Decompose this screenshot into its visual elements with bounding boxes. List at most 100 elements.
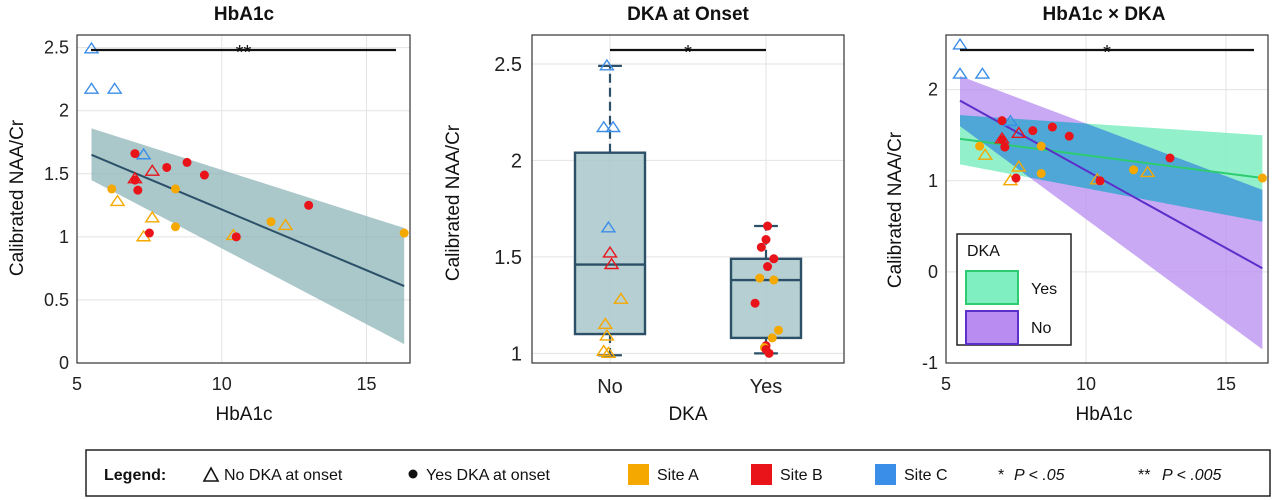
legend-swatch-site-c	[875, 464, 896, 485]
x-axis-label-dka: DKA	[668, 404, 707, 425]
dka-point-no-dka	[613, 292, 629, 304]
hba1c-x-dka-point-yes-dka	[1165, 153, 1175, 163]
dka-significance-label: *	[684, 42, 692, 64]
hba1c-point-yes-dka	[162, 162, 172, 172]
circle-icon	[408, 469, 418, 479]
hba1c-x-dka-point-yes-dka	[975, 141, 985, 151]
hba1c-x-dka-x-tick-label: 5	[941, 374, 951, 394]
legend-p005-stars: **	[1138, 467, 1150, 484]
dka-point-no-dka	[597, 317, 614, 330]
hba1c-point-no-dka	[135, 147, 152, 160]
hba1c-point-yes-dka	[182, 157, 192, 167]
legend-p05-stars: *	[998, 467, 1004, 484]
inner-legend-dka: DKA Yes No	[956, 233, 1072, 346]
legend-p05-text: P < .05	[1014, 467, 1065, 484]
dka-point-yes-dka	[769, 275, 779, 285]
panel-hba1c: HbA1c Calibrated NAA/Cr HbA1c 5 10 15 0 0.5 1…	[7, 4, 411, 425]
plot-frame-hba1c	[76, 34, 411, 364]
plot-frame-dka	[531, 34, 845, 364]
dka-point-no-dka	[600, 220, 617, 233]
legend-swatch-site-b	[751, 464, 772, 485]
hba1c-x-dka-fit-line-yes	[959, 137, 1263, 180]
dka-box-no	[573, 151, 647, 336]
hba1c-point-yes-dka	[107, 184, 117, 194]
hba1c-point-yes-dka	[199, 170, 209, 180]
hba1c-y-tick-label: 2	[59, 101, 69, 121]
hba1c-y-tick-label: 0	[59, 353, 69, 373]
dka-point-yes-dka	[756, 242, 766, 252]
hba1c-point-no-dka	[144, 164, 161, 176]
inner-legend-label-yes: Yes	[1031, 281, 1057, 298]
legend-site-a-label: Site A	[657, 467, 699, 484]
hba1c-point-no-dka	[277, 218, 294, 231]
hba1c-x-dka-significance-label: *	[1103, 42, 1111, 64]
dka-point-yes-dka	[755, 273, 765, 283]
figure-legend-box	[85, 449, 1271, 497]
hba1c-x-dka-point-no-dka	[1010, 159, 1027, 172]
dka-y-tick-label: 1.5	[494, 247, 522, 269]
hba1c-x-dka-point-yes-dka	[1129, 165, 1139, 175]
hba1c-x-dka-point-no-dka	[1010, 126, 1027, 138]
legend-site-c-label: Site C	[904, 467, 948, 484]
dka-point-no-dka	[602, 245, 618, 258]
hba1c-x-dka-point-yes-dka	[1036, 168, 1046, 178]
dka-box-yes	[729, 257, 803, 340]
dka-point-yes-dka	[761, 235, 771, 245]
inner-legend-swatch-no	[965, 310, 1019, 345]
dka-point-yes-dka	[763, 221, 773, 231]
hba1c-point-yes-dka	[170, 184, 180, 194]
hba1c-x-dka-point-yes-dka	[1011, 173, 1021, 183]
hba1c-point-no-dka	[109, 194, 126, 207]
x-axis-label-hba1c: HbA1c	[215, 404, 272, 425]
dka-point-no-dka	[599, 58, 615, 71]
dka-point-no-dka	[600, 346, 617, 358]
hba1c-x-tick-label: 5	[72, 374, 82, 394]
y-axis-label-hba1c: Calibrated NAA/Cr	[7, 119, 28, 276]
hba1c-point-yes-dka	[304, 200, 314, 210]
dka-point-yes-dka	[764, 348, 774, 358]
hba1c-x-dka-point-yes-dka	[1257, 173, 1267, 183]
dka-point-no-dka	[595, 120, 612, 133]
dka-x-tick-label: Yes	[750, 376, 783, 398]
hba1c-point-yes-dka	[130, 149, 140, 159]
hba1c-x-dka-point-no-dka	[952, 67, 968, 79]
hba1c-y-tick-label: 1	[59, 227, 69, 247]
hba1c-x-dka-point-yes-dka	[997, 135, 1007, 145]
dka-point-no-dka	[605, 120, 621, 133]
legend-yes-dka-label: Yes DKA at onset	[426, 467, 550, 484]
hba1c-x-dka-fit-line-no	[959, 99, 1263, 270]
panel-hba1c-x-dka: HbA1c × DKA Calibrated NAA/Cr HbA1c 5 10 1…	[885, 4, 1269, 425]
plot-frame-hba1c-x-dka	[945, 34, 1269, 364]
panel-title-hba1c: HbA1c	[214, 4, 275, 25]
legend-no-dka-label: No DKA at onset	[224, 467, 343, 484]
hba1c-x-dka-point-no-dka	[977, 148, 994, 160]
hba1c-significance-label: **	[236, 42, 252, 64]
inner-legend-swatch-yes	[965, 270, 1019, 305]
inner-legend-label-no: No	[1031, 320, 1052, 337]
hba1c-point-yes-dka	[231, 232, 241, 242]
hba1c-x-dka-y-tick-label: 2	[928, 80, 938, 100]
x-axis-label-hba1c-x-dka: HbA1c	[1075, 404, 1132, 425]
hba1c-x-dka-point-no-dka	[1139, 165, 1156, 178]
dka-point-yes-dka	[767, 333, 777, 343]
dka-y-tick-label: 2.5	[494, 54, 522, 76]
hba1c-x-dka-y-tick-label: 0	[928, 262, 938, 282]
dka-point-no-dka	[603, 257, 620, 270]
hba1c-x-dka-y-tick-label: -1	[922, 353, 938, 373]
hba1c-y-tick-label: 0.5	[44, 290, 69, 310]
hba1c-x-dka-y-tick-label: 1	[928, 171, 938, 191]
triangle-icon	[202, 466, 220, 482]
hba1c-x-dka-x-tick-label: 10	[1076, 374, 1096, 394]
legend-p005-text: P < .005	[1162, 467, 1222, 484]
hba1c-y-tick-label: 1.5	[44, 164, 69, 184]
dka-x-tick-label: No	[597, 376, 623, 398]
hba1c-x-dka-point-yes-dka	[1028, 126, 1038, 136]
dka-y-tick-label: 2	[511, 150, 522, 172]
panel-title-dka: DKA at Onset	[627, 4, 749, 25]
hba1c-point-no-dka	[144, 210, 161, 223]
hba1c-fit-line-fit	[91, 153, 405, 287]
inner-legend-title: DKA	[967, 243, 1000, 260]
hba1c-x-dka-point-yes-dka	[997, 116, 1007, 126]
dka-point-yes-dka	[763, 262, 773, 272]
